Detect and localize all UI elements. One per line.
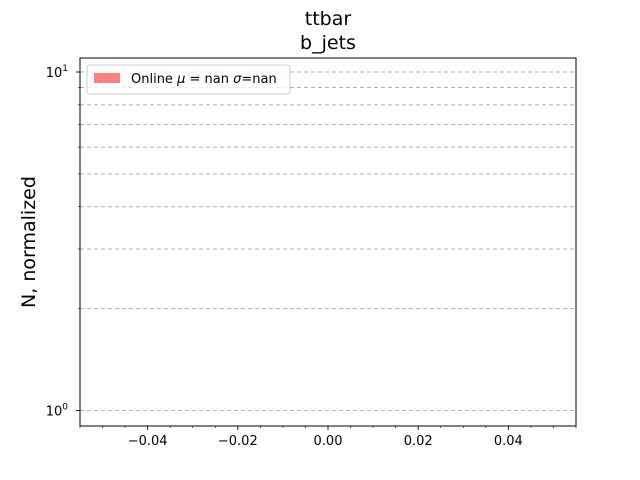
x-tick-label: −0.04 xyxy=(128,434,168,449)
legend-box xyxy=(86,64,291,95)
chart-subtitle: b_jets xyxy=(300,32,356,54)
y-tick-label: 100 xyxy=(46,403,69,420)
y-grid xyxy=(80,71,576,412)
y-tick-label: 101 xyxy=(46,64,68,81)
y-axis-ticks: 100 101 xyxy=(46,64,80,420)
chart-title: ttbar xyxy=(305,8,352,30)
legend-label: Online μ = nan σ=nan xyxy=(131,72,277,87)
x-tick-label: −0.02 xyxy=(218,434,258,449)
y-axis-label: N, normalized xyxy=(18,176,40,308)
legend: Online μ = nan σ=nan xyxy=(86,64,291,95)
legend-swatch xyxy=(94,73,120,83)
x-tick-label: 0.04 xyxy=(494,434,523,449)
x-tick-label: 0.02 xyxy=(404,434,433,449)
x-tick-label: 0.00 xyxy=(314,434,343,449)
plot-frame xyxy=(79,57,577,427)
